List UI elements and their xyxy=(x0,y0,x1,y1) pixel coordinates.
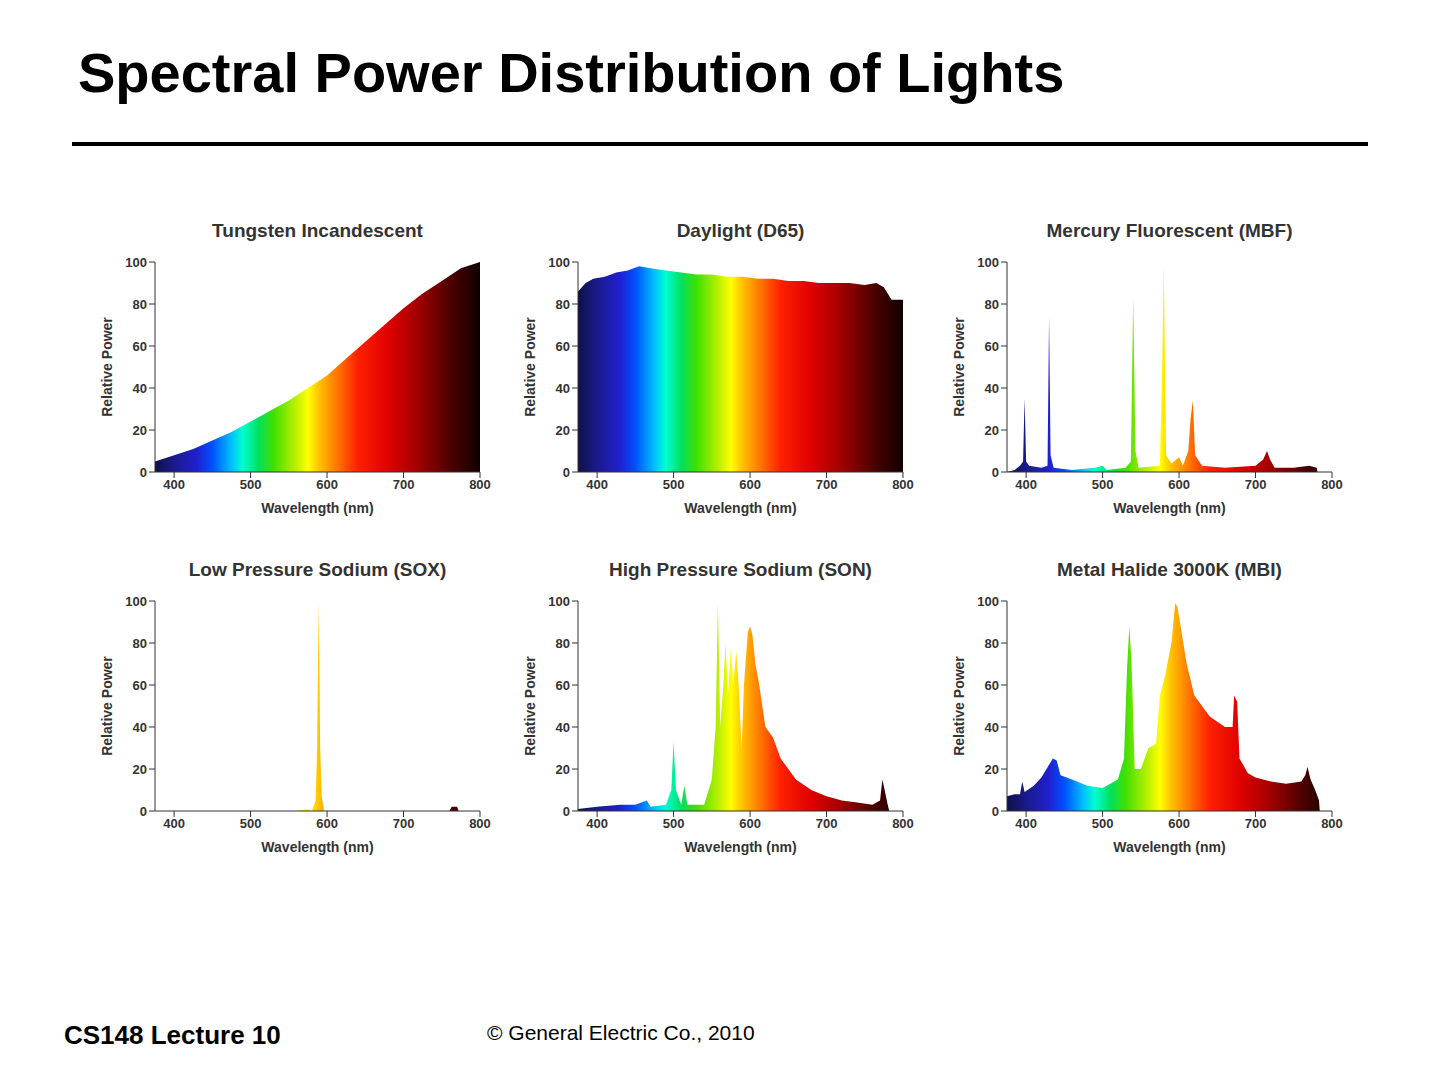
svg-text:80: 80 xyxy=(556,297,570,312)
html-text:High Pressure Sodium (SON): High Pressure Sodium (SON) xyxy=(609,559,872,580)
svg-text:Relative Power: Relative Power xyxy=(951,317,967,417)
svg-text:20: 20 xyxy=(133,762,147,777)
svg-text:20: 20 xyxy=(556,762,570,777)
svg-text:500: 500 xyxy=(240,477,262,492)
svg-text:700: 700 xyxy=(393,477,415,492)
svg-text:100: 100 xyxy=(548,255,570,270)
svg-text:40: 40 xyxy=(133,720,147,735)
html-text:CS148 Lecture 10: CS148 Lecture 10 xyxy=(64,1020,281,1050)
svg-text:Relative Power: Relative Power xyxy=(522,317,538,417)
svg-text:Relative Power: Relative Power xyxy=(99,317,115,417)
svg-text:Wavelength (nm): Wavelength (nm) xyxy=(1113,500,1225,516)
html-text:Metal Halide 3000K (MBI): Metal Halide 3000K (MBI) xyxy=(1057,559,1282,580)
svg-text:60: 60 xyxy=(985,339,999,354)
svg-text:500: 500 xyxy=(663,477,685,492)
svg-text:800: 800 xyxy=(1321,816,1343,831)
svg-text:Relative Power: Relative Power xyxy=(99,656,115,756)
svg-text:20: 20 xyxy=(133,423,147,438)
svg-text:60: 60 xyxy=(133,339,147,354)
svg-text:100: 100 xyxy=(125,594,147,609)
svg-text:500: 500 xyxy=(240,816,262,831)
svg-text:40: 40 xyxy=(985,720,999,735)
svg-text:700: 700 xyxy=(816,816,838,831)
svg-text:40: 40 xyxy=(556,720,570,735)
svg-text:0: 0 xyxy=(563,804,570,819)
svg-text:40: 40 xyxy=(133,381,147,396)
svg-text:Wavelength (nm): Wavelength (nm) xyxy=(684,839,796,855)
svg-text:400: 400 xyxy=(1015,477,1037,492)
svg-text:0: 0 xyxy=(140,804,147,819)
svg-text:600: 600 xyxy=(1168,477,1190,492)
svg-text:60: 60 xyxy=(556,678,570,693)
svg-text:60: 60 xyxy=(556,339,570,354)
svg-text:600: 600 xyxy=(1168,816,1190,831)
svg-text:Relative Power: Relative Power xyxy=(951,656,967,756)
svg-text:80: 80 xyxy=(556,636,570,651)
svg-text:400: 400 xyxy=(586,477,608,492)
svg-text:500: 500 xyxy=(663,816,685,831)
svg-text:20: 20 xyxy=(985,423,999,438)
svg-text:60: 60 xyxy=(985,678,999,693)
svg-text:800: 800 xyxy=(1321,477,1343,492)
svg-text:Wavelength (nm): Wavelength (nm) xyxy=(684,500,796,516)
svg-text:20: 20 xyxy=(556,423,570,438)
html-text:Tungsten Incandescent: Tungsten Incandescent xyxy=(212,220,423,241)
svg-text:600: 600 xyxy=(739,477,761,492)
svg-text:Wavelength (nm): Wavelength (nm) xyxy=(261,839,373,855)
svg-text:400: 400 xyxy=(163,477,185,492)
svg-text:Wavelength (nm): Wavelength (nm) xyxy=(261,500,373,516)
svg-text:400: 400 xyxy=(586,816,608,831)
svg-text:700: 700 xyxy=(816,477,838,492)
svg-text:0: 0 xyxy=(563,465,570,480)
svg-text:800: 800 xyxy=(469,477,491,492)
svg-text:0: 0 xyxy=(992,465,999,480)
svg-text:800: 800 xyxy=(469,816,491,831)
html-text:Spectral Power Distribution of: Spectral Power Distribution of Lights xyxy=(78,41,1065,104)
svg-text:40: 40 xyxy=(556,381,570,396)
svg-text:Relative Power: Relative Power xyxy=(522,656,538,756)
svg-text:0: 0 xyxy=(992,804,999,819)
svg-text:100: 100 xyxy=(125,255,147,270)
svg-text:100: 100 xyxy=(977,594,999,609)
svg-text:80: 80 xyxy=(985,297,999,312)
svg-text:40: 40 xyxy=(985,381,999,396)
svg-text:400: 400 xyxy=(163,816,185,831)
svg-text:600: 600 xyxy=(739,816,761,831)
html-text:Low Pressure Sodium (SOX): Low Pressure Sodium (SOX) xyxy=(188,559,447,580)
svg-text:0: 0 xyxy=(140,465,147,480)
html-text:Daylight (D65): Daylight (D65) xyxy=(676,220,805,241)
svg-text:100: 100 xyxy=(548,594,570,609)
svg-text:600: 600 xyxy=(316,477,338,492)
svg-text:80: 80 xyxy=(133,636,147,651)
svg-text:800: 800 xyxy=(892,816,914,831)
html-text:© General Electric Co., 2010: © General Electric Co., 2010 xyxy=(487,1021,755,1044)
svg-text:80: 80 xyxy=(133,297,147,312)
svg-text:600: 600 xyxy=(316,816,338,831)
svg-text:700: 700 xyxy=(1245,477,1267,492)
svg-text:700: 700 xyxy=(393,816,415,831)
svg-text:500: 500 xyxy=(1092,816,1114,831)
svg-text:20: 20 xyxy=(985,762,999,777)
svg-text:100: 100 xyxy=(977,255,999,270)
svg-text:800: 800 xyxy=(892,477,914,492)
svg-text:60: 60 xyxy=(133,678,147,693)
svg-text:400: 400 xyxy=(1015,816,1037,831)
svg-text:500: 500 xyxy=(1092,477,1114,492)
svg-text:Wavelength (nm): Wavelength (nm) xyxy=(1113,839,1225,855)
html-text:Mercury Fluorescent (MBF): Mercury Fluorescent (MBF) xyxy=(1046,220,1293,241)
svg-text:700: 700 xyxy=(1245,816,1267,831)
svg-text:80: 80 xyxy=(985,636,999,651)
